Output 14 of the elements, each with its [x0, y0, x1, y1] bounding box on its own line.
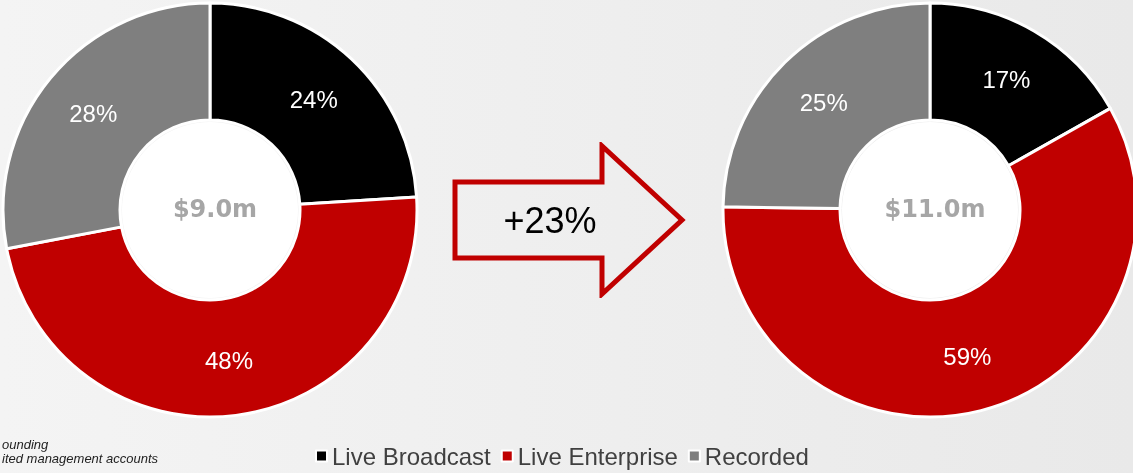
data-label: 24% [289, 86, 338, 114]
data-label: 25% [799, 88, 848, 116]
data-label: 48% [204, 346, 254, 374]
text: ited management accounts [2, 451, 159, 466]
text: ounding [2, 437, 50, 452]
data-label: 17% [982, 65, 1031, 93]
legend-label: Recorded [704, 442, 809, 470]
data-label: 59% [943, 343, 992, 371]
text: $9.0m [172, 195, 258, 223]
data-label: 28% [69, 99, 118, 127]
legend-label: Live Enterprise [517, 442, 678, 470]
text: $11.0m [884, 195, 986, 223]
legend-label: Live Broadcast [332, 442, 492, 470]
text: +23% [502, 200, 598, 242]
